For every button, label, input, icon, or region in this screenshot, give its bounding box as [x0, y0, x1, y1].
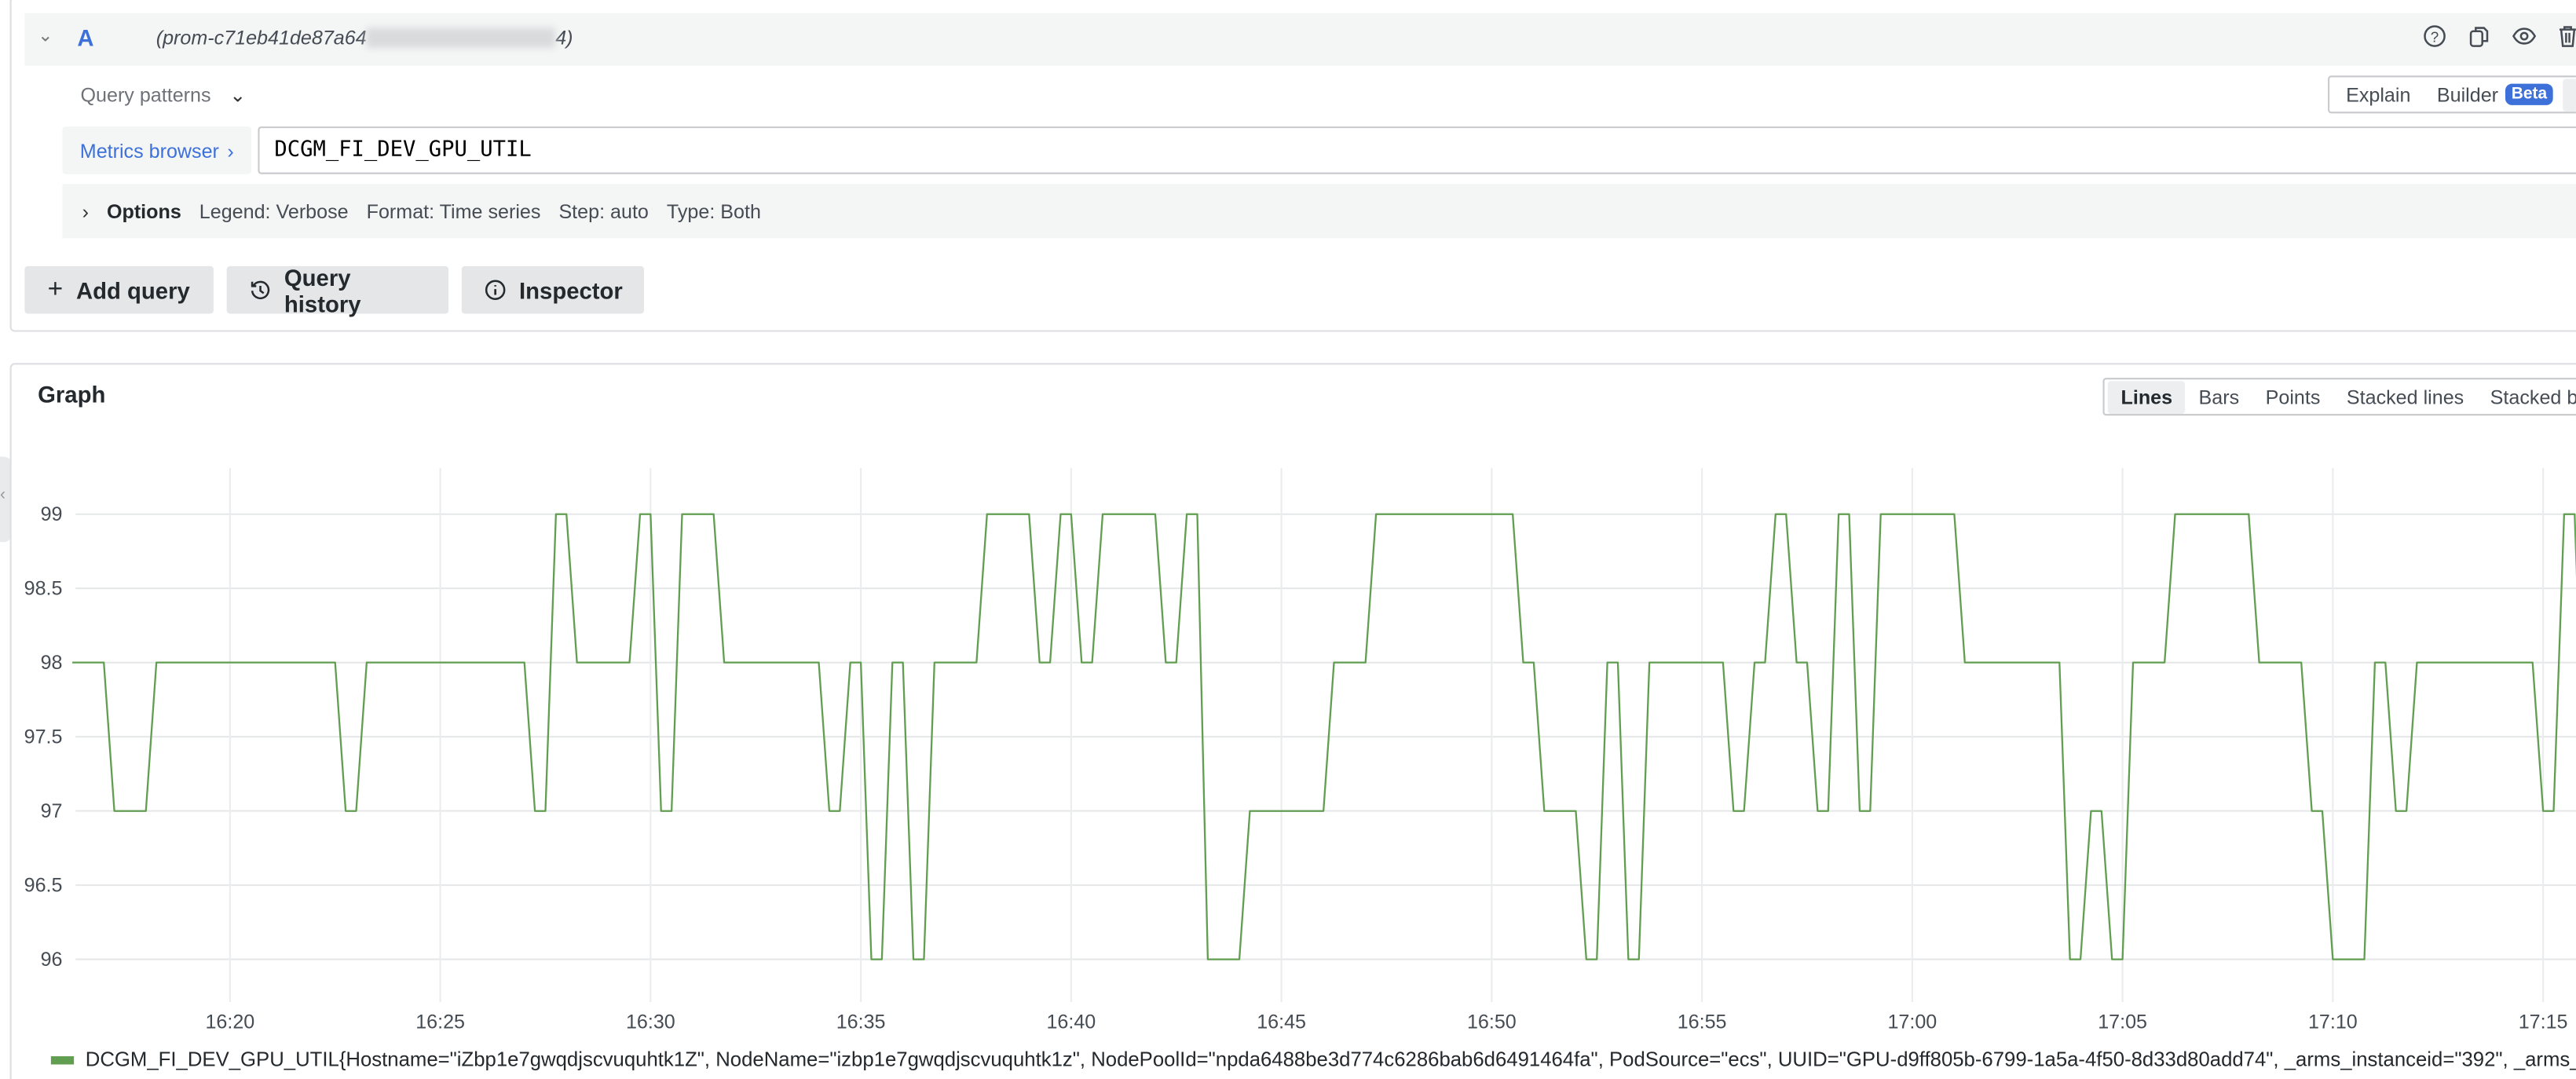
- options-legend: Legend: Verbose: [199, 199, 349, 223]
- x-tick-label: 16:40: [1046, 1011, 1096, 1033]
- svg-text:?: ?: [2431, 28, 2439, 45]
- info-icon: [485, 280, 506, 301]
- datasource-name: (prom-c71eb41de87a64 4): [156, 26, 573, 49]
- sidebar-collapse-handle[interactable]: [0, 456, 13, 543]
- datasource-prefix: (prom-c71eb41de87a64: [156, 26, 367, 49]
- legend-item[interactable]: DCGM_FI_DEV_GPU_UTIL{Hostname="iZbp1e7gw…: [50, 1048, 2576, 1071]
- y-tick-label: 98: [41, 652, 63, 674]
- query-text: DCGM_FI_DEV_GPU_UTIL: [274, 137, 532, 163]
- legend-series-label: DCGM_FI_DEV_GPU_UTIL{Hostname="iZbp1e7gw…: [85, 1048, 2576, 1071]
- view-lines[interactable]: Lines: [2107, 380, 2186, 414]
- chevron-right-icon: ›: [227, 138, 234, 163]
- query-history-label: Query history: [284, 263, 361, 316]
- query-input[interactable]: DCGM_FI_DEV_GPU_UTIL: [258, 126, 2576, 174]
- x-tick-label: 16:30: [626, 1011, 675, 1033]
- series-line: [72, 513, 2576, 960]
- legend-color-swatch: [50, 1055, 75, 1064]
- view-stacked-bars[interactable]: Stacked bars: [2490, 385, 2576, 408]
- x-tick-label: 17:10: [2308, 1011, 2358, 1033]
- collapse-chevron-icon[interactable]: ⌄: [38, 26, 53, 46]
- view-points[interactable]: Points: [2265, 385, 2321, 408]
- redacted-block: [366, 27, 556, 48]
- x-tick-label: 17:15: [2519, 1011, 2568, 1033]
- x-tick-label: 17:05: [2098, 1011, 2147, 1033]
- y-tick-label: 97.5: [24, 726, 63, 748]
- y-tick-label: 99: [41, 503, 63, 525]
- mode-explain[interactable]: Explain: [2346, 82, 2411, 106]
- options-label: Options: [106, 199, 181, 223]
- add-query-button[interactable]: + Add query: [24, 265, 214, 314]
- x-tick-label: 16:25: [415, 1011, 465, 1033]
- options-format: Format: Time series: [366, 199, 541, 223]
- options-step: Step: auto: [558, 199, 649, 223]
- x-tick-label: 16:45: [1257, 1011, 1306, 1033]
- graph-title: Graph: [38, 381, 106, 408]
- y-tick-label: 96.5: [24, 874, 63, 896]
- view-stacked-lines[interactable]: Stacked lines: [2346, 385, 2464, 408]
- query-ref-id[interactable]: A: [77, 24, 94, 51]
- history-icon: [250, 280, 271, 301]
- chevron-left-icon: ‹: [0, 486, 5, 505]
- query-history-button[interactable]: Query history: [226, 263, 449, 316]
- x-tick-label: 16:35: [836, 1011, 886, 1033]
- editor-mode-toggle: Explain Builder Beta C: [2328, 75, 2576, 114]
- x-tick-label: 17:00: [1887, 1011, 1937, 1033]
- query-patterns-dropdown[interactable]: Query patterns ⌄: [80, 84, 246, 107]
- mode-builder[interactable]: Builder: [2436, 82, 2499, 106]
- y-tick-label: 96: [41, 949, 63, 971]
- x-tick-label: 16:50: [1467, 1011, 1517, 1033]
- eye-icon[interactable]: [2512, 24, 2537, 47]
- x-tick-label: 16:55: [1678, 1011, 1727, 1033]
- metrics-browser-label: Metrics browser: [79, 138, 219, 163]
- query-patterns-label: Query patterns: [80, 83, 211, 107]
- beta-badge: Beta: [2505, 83, 2554, 105]
- inspector-label: Inspector: [519, 276, 623, 303]
- mode-code[interactable]: C: [2563, 78, 2576, 112]
- options-type: Type: Both: [666, 199, 761, 223]
- add-query-label: Add query: [75, 276, 190, 303]
- x-tick-label: 16:20: [205, 1011, 254, 1033]
- inspector-button[interactable]: Inspector: [461, 265, 644, 314]
- options-row[interactable]: › Options Legend: Verbose Format: Time s…: [62, 184, 2576, 239]
- options-chevron-icon: ›: [82, 199, 89, 223]
- help-icon[interactable]: ?: [2423, 24, 2446, 47]
- chevron-down-icon: ⌄: [229, 83, 247, 107]
- y-tick-label: 98.5: [24, 578, 63, 600]
- plus-icon: +: [47, 275, 64, 303]
- graph-view-toggle: Lines Bars Points Stacked lines Stacked …: [2102, 378, 2576, 416]
- y-tick-label: 97: [41, 800, 63, 822]
- time-series-chart: 99 98.5 98 97.5 97 96.5 96 16:20 16:25 16:30 16:35…: [24, 468, 2576, 1033]
- datasource-suffix: 4): [555, 26, 573, 49]
- view-bars[interactable]: Bars: [2198, 385, 2240, 408]
- duplicate-icon[interactable]: [2468, 24, 2490, 47]
- metrics-browser-button[interactable]: Metrics browser ›: [62, 126, 252, 174]
- trash-icon[interactable]: [2556, 24, 2576, 47]
